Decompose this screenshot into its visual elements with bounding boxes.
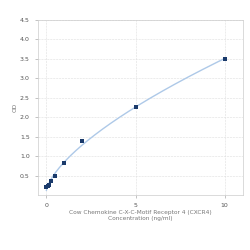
Point bbox=[80, 139, 84, 143]
Point bbox=[223, 57, 227, 61]
X-axis label: Cow Chemokine C-X-C-Motif Receptor 4 (CXCR4)
Concentration (ng/ml): Cow Chemokine C-X-C-Motif Receptor 4 (CX… bbox=[68, 210, 212, 221]
Point bbox=[49, 179, 53, 183]
Point bbox=[46, 184, 50, 188]
Point bbox=[53, 174, 57, 178]
Point bbox=[62, 161, 66, 165]
Point bbox=[134, 105, 138, 109]
Point bbox=[44, 185, 48, 189]
Y-axis label: OD: OD bbox=[12, 103, 17, 112]
Point bbox=[47, 183, 51, 187]
